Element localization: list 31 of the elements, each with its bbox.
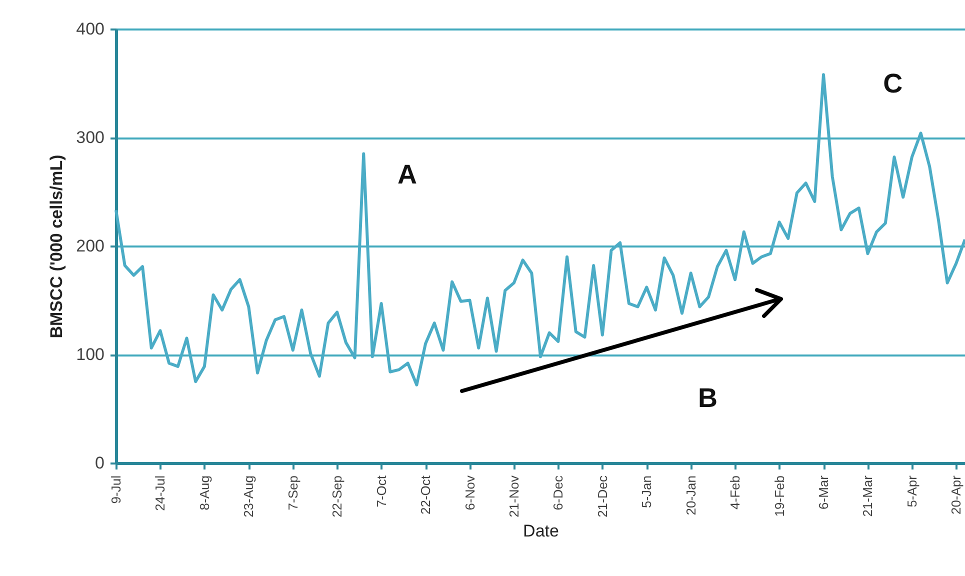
x-tick-label: 21-Dec (594, 475, 610, 518)
x-tick-label: 21-Mar (860, 474, 876, 517)
x-tick-label: 7-Sep (285, 476, 300, 510)
x-tick-label: 23-Aug (241, 476, 256, 518)
x-tick-label: 9-Jul (108, 475, 124, 504)
x-tick-label: 24-Jul (152, 475, 168, 511)
x-tick-label: 20-Jan (683, 476, 698, 516)
x-tick-label: 22-Oct (418, 475, 434, 515)
line-series (114, 73, 965, 386)
annotation: C (883, 68, 903, 99)
y-tick-label: 400 (76, 20, 104, 38)
y-tick-label: 300 (76, 128, 104, 147)
annotation: B (698, 382, 718, 413)
x-axis-title: Date (523, 521, 559, 540)
y-axis-title: BMSCC ('000 cells/mL) (47, 154, 66, 338)
x-tick-label: 6-Dec (550, 475, 566, 510)
x-tick-label: 5-Jan (639, 476, 654, 508)
annotation: A (397, 159, 417, 190)
x-tick-label: 19-Feb (772, 476, 787, 517)
x-tick-label: 7-Oct (374, 475, 389, 508)
x-tick-label: 6-Mar (816, 474, 831, 510)
x-tick-label: 4-Feb (728, 476, 743, 510)
x-tick-label: 20-Apr (948, 474, 964, 515)
y-tick-label: 100 (76, 345, 104, 364)
x-tick-label: 22-Sep (330, 476, 345, 518)
y-tick-label: 0 (95, 454, 104, 472)
x-tick-label: 21-Nov (506, 475, 522, 518)
y-tick-label: 200 (76, 236, 104, 256)
x-tick-label: 8-Aug (196, 476, 212, 510)
x-tick-label: 6-Nov (462, 475, 478, 510)
x-tick-label: 5-Apr (904, 474, 920, 508)
